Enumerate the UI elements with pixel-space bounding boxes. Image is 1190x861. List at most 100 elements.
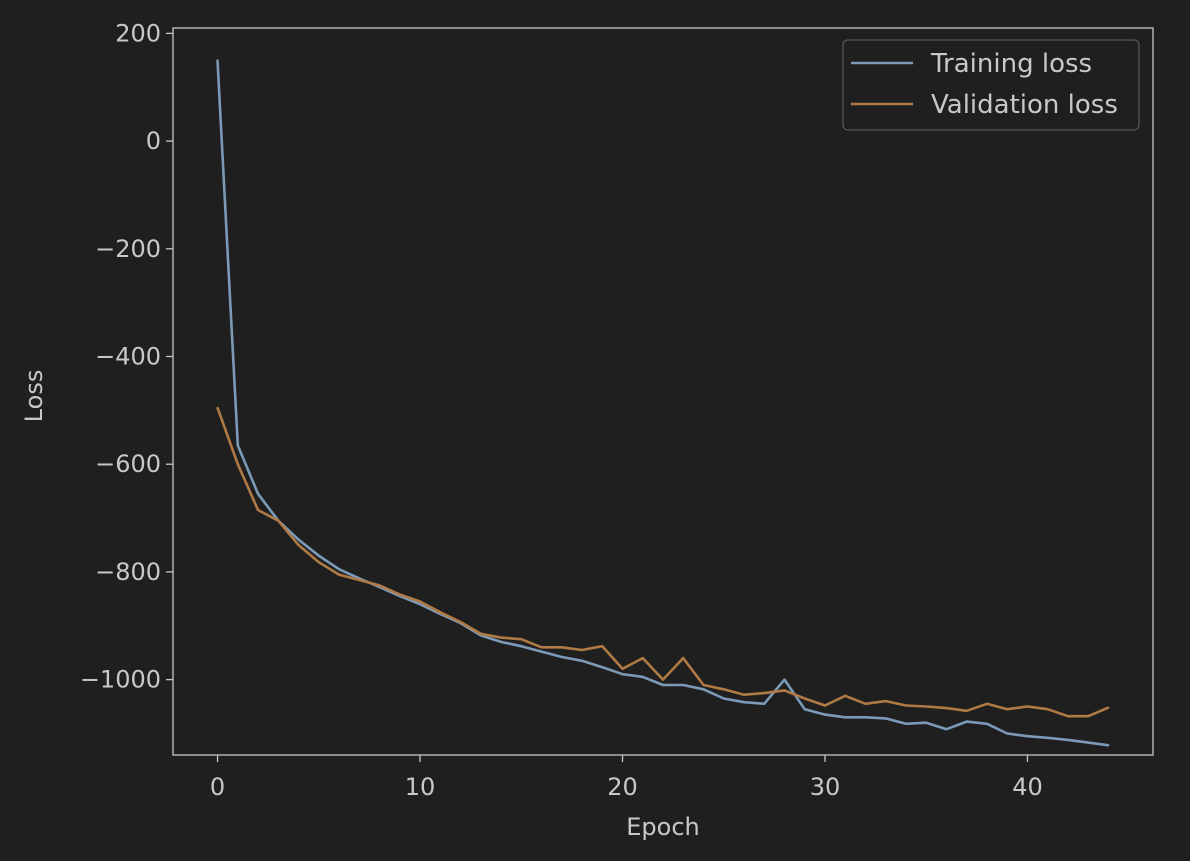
x-tick-label: 30 xyxy=(810,773,841,801)
training-loss-point xyxy=(803,708,806,711)
series-lines xyxy=(216,59,1110,747)
x-tick-label: 40 xyxy=(1012,773,1043,801)
validation-loss-point xyxy=(1107,706,1110,709)
training-loss-point xyxy=(338,568,340,571)
validation-loss-point xyxy=(398,593,401,596)
training-loss-point xyxy=(1046,736,1049,739)
validation-loss-point xyxy=(236,463,239,466)
training-loss-point xyxy=(581,659,583,662)
training-loss-point xyxy=(722,697,725,700)
validation-loss-point xyxy=(540,646,543,649)
validation-loss-point xyxy=(884,700,887,703)
validation-loss-point xyxy=(1067,715,1069,718)
validation-loss-point xyxy=(216,406,219,409)
training-loss-point xyxy=(925,721,928,724)
validation-loss-point xyxy=(803,697,806,700)
training-loss-point xyxy=(844,716,847,719)
validation-loss-point xyxy=(257,509,259,511)
y-tick-label: −400 xyxy=(95,342,161,370)
training-loss-point xyxy=(884,717,887,720)
y-axis-title: Loss xyxy=(20,370,48,423)
validation-loss-point xyxy=(986,702,988,705)
legend-label-training: Training loss xyxy=(930,49,1092,79)
y-tick-label: −600 xyxy=(95,450,161,478)
training-loss-point xyxy=(945,728,948,731)
training-loss-point xyxy=(236,444,239,447)
training-loss-point xyxy=(662,684,664,686)
training-loss-point xyxy=(500,640,502,643)
validation-loss-point xyxy=(338,573,340,576)
training-loss-point xyxy=(1026,735,1029,738)
validation-loss-point xyxy=(763,692,766,695)
training-loss-point xyxy=(317,554,320,557)
training-loss-point xyxy=(783,678,786,681)
validation-loss-point xyxy=(682,657,685,660)
x-tick-label: 10 xyxy=(405,773,436,801)
validation-loss-point xyxy=(560,646,563,649)
training-loss-point xyxy=(560,656,563,658)
ticks-layer: 200 0 −200 −400 −600 −800 −1000 0 10 20 30 40 xyxy=(80,19,1043,801)
y-tick-label: 200 xyxy=(115,19,161,47)
legend: Training loss Validation loss xyxy=(842,39,1140,131)
y-tick-label: 0 xyxy=(146,127,161,155)
training-loss-point xyxy=(824,713,826,716)
validation-loss-point xyxy=(844,694,847,697)
training-loss-point xyxy=(601,666,604,669)
training-loss-point xyxy=(257,492,259,495)
y-tick-label: −1000 xyxy=(80,666,161,694)
validation-loss-point xyxy=(864,702,867,705)
validation-loss-point xyxy=(378,584,381,587)
training-loss-point xyxy=(216,59,219,62)
x-axis-title: Epoch xyxy=(626,813,700,841)
validation-loss-point xyxy=(358,579,361,581)
plot-frame xyxy=(172,27,1154,756)
validation-loss-point xyxy=(581,649,583,651)
validation-loss-point xyxy=(277,519,280,522)
legend-box xyxy=(842,39,1140,131)
x-tick-label: 20 xyxy=(607,773,638,801)
training-loss-point xyxy=(621,673,624,676)
validation-loss-point xyxy=(419,600,421,603)
validation-loss-point xyxy=(520,638,523,641)
validation-loss-point xyxy=(1026,705,1029,708)
validation-loss-point xyxy=(297,544,300,546)
validation-loss-point xyxy=(824,704,826,707)
validation-loss-point xyxy=(641,657,644,660)
validation-loss-point xyxy=(905,704,907,707)
validation-loss-point xyxy=(743,693,745,696)
y-tick-label: −200 xyxy=(95,235,161,263)
validation-loss-point xyxy=(1087,715,1090,718)
training-loss-point xyxy=(1107,744,1110,747)
training-loss-point xyxy=(419,603,421,606)
validation-loss-point xyxy=(722,688,725,691)
training-loss-point xyxy=(540,650,543,653)
training-loss-point xyxy=(1067,738,1069,741)
x-tick-label: 0 xyxy=(210,773,225,801)
validation-loss-point xyxy=(662,678,664,681)
validation-loss-point xyxy=(702,684,705,686)
training-loss-point xyxy=(702,688,705,691)
validation-loss-point xyxy=(439,611,442,614)
training-loss-point xyxy=(1087,741,1090,744)
validation-loss-point xyxy=(945,707,948,710)
validation-loss-point xyxy=(317,561,320,564)
training-loss-point xyxy=(864,716,867,719)
validation-loss-point xyxy=(479,632,482,635)
training-loss-point xyxy=(965,720,968,723)
training-loss-point xyxy=(1006,732,1009,735)
validation-loss-point xyxy=(1006,708,1009,711)
legend-label-validation: Validation loss xyxy=(931,90,1118,120)
validation-loss-point xyxy=(459,621,462,623)
y-tick-label: −800 xyxy=(95,558,161,586)
validation-loss-point xyxy=(783,689,786,692)
validation-loss-point xyxy=(621,667,624,670)
validation-loss-point xyxy=(1046,708,1049,711)
training-loss-point xyxy=(986,722,988,725)
training-loss-point xyxy=(682,684,685,686)
training-loss-point xyxy=(297,538,300,541)
validation-loss-point xyxy=(925,705,928,708)
training-loss-point xyxy=(743,701,745,704)
